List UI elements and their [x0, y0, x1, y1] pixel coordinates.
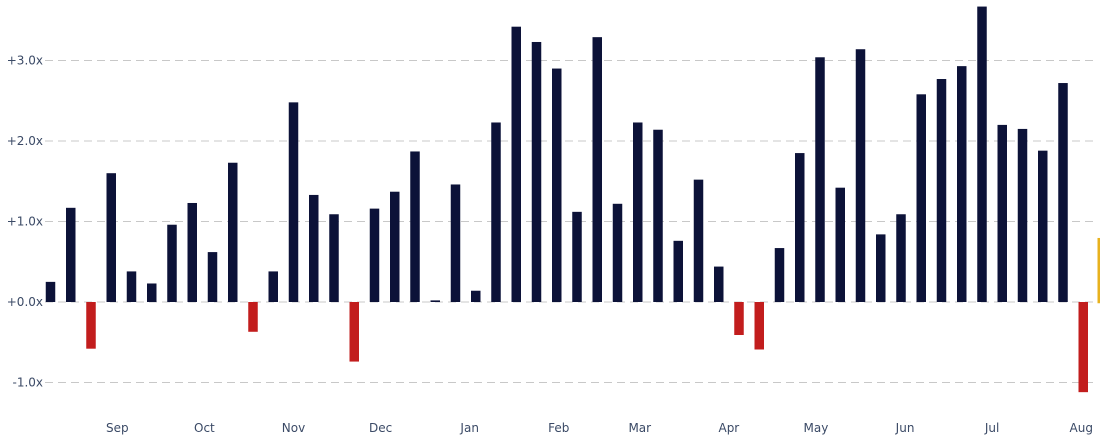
bar[interactable] — [876, 234, 886, 302]
y-tick-label: +0.0x — [7, 295, 43, 309]
bar[interactable] — [207, 252, 218, 302]
bar[interactable] — [471, 290, 481, 302]
bar[interactable] — [369, 208, 380, 302]
bar[interactable] — [45, 281, 56, 302]
bar[interactable] — [795, 153, 805, 302]
x-tick-label: May — [804, 421, 829, 435]
bar[interactable] — [491, 122, 501, 302]
x-tick-label: Sep — [106, 421, 129, 435]
bar[interactable] — [815, 57, 825, 302]
bar[interactable] — [126, 271, 137, 302]
bar[interactable] — [430, 300, 441, 302]
bar[interactable] — [977, 6, 987, 302]
bar[interactable] — [633, 122, 643, 302]
x-tick-label: Feb — [548, 421, 569, 435]
bar[interactable] — [1058, 83, 1068, 302]
bar[interactable] — [228, 162, 238, 302]
x-tick-label: Jun — [895, 421, 915, 435]
bar[interactable] — [167, 224, 177, 302]
bar[interactable] — [916, 94, 927, 302]
bar[interactable] — [957, 66, 967, 302]
bar[interactable] — [147, 283, 157, 302]
x-tick-label: Nov — [282, 421, 305, 435]
x-tick-label: Oct — [194, 421, 215, 435]
bar[interactable] — [86, 302, 96, 349]
bar[interactable] — [349, 302, 360, 362]
bar[interactable] — [552, 68, 562, 302]
bar[interactable] — [612, 203, 623, 302]
bar[interactable] — [734, 302, 744, 336]
bar[interactable] — [531, 41, 542, 303]
bar[interactable] — [106, 173, 117, 302]
y-tick-label: +2.0x — [7, 134, 43, 148]
bar[interactable] — [653, 129, 663, 302]
x-tick-label: Aug — [1070, 421, 1093, 435]
bar[interactable] — [1078, 302, 1089, 393]
bar[interactable] — [268, 271, 279, 302]
bar[interactable] — [329, 214, 339, 302]
bar[interactable] — [450, 184, 461, 302]
bar[interactable] — [66, 207, 76, 302]
bar[interactable] — [835, 187, 846, 302]
bar[interactable] — [1017, 128, 1028, 302]
bar[interactable] — [997, 124, 1008, 303]
bar[interactable] — [774, 248, 785, 302]
bar[interactable] — [592, 37, 603, 302]
y-tick-label: +3.0x — [7, 54, 43, 68]
bar[interactable] — [896, 214, 906, 302]
bar[interactable] — [754, 302, 765, 350]
bar[interactable] — [288, 102, 299, 302]
bar[interactable] — [714, 266, 724, 302]
bar-highlighted[interactable] — [1097, 237, 1100, 304]
bar[interactable] — [187, 202, 198, 302]
y-tick-label: +1.0x — [7, 215, 43, 229]
x-tick-label: Jul — [984, 421, 999, 435]
bar[interactable] — [390, 191, 400, 302]
bar[interactable] — [410, 151, 420, 302]
bar[interactable] — [309, 194, 319, 302]
y-axis-tick-labels: -1.0x +0.0x +1.0x +2.0x +3.0x — [7, 54, 43, 390]
bar[interactable] — [511, 26, 522, 302]
bar[interactable] — [936, 79, 947, 302]
bar[interactable] — [673, 240, 684, 302]
bar[interactable] — [572, 211, 582, 302]
bar-layer — [45, 6, 1100, 393]
x-tick-label: Dec — [369, 421, 392, 435]
bar[interactable] — [693, 179, 704, 302]
x-axis-tick-labels: Sep Oct Nov Dec Jan Feb Mar Apr May Jun Jul Aug — [106, 421, 1093, 435]
x-tick-label: Jan — [459, 421, 479, 435]
x-tick-label: Mar — [628, 421, 651, 435]
bar[interactable] — [248, 302, 258, 332]
bar[interactable] — [855, 49, 866, 303]
x-tick-label: Apr — [718, 421, 739, 435]
y-tick-label: -1.0x — [12, 376, 43, 390]
bar[interactable] — [1038, 150, 1048, 302]
